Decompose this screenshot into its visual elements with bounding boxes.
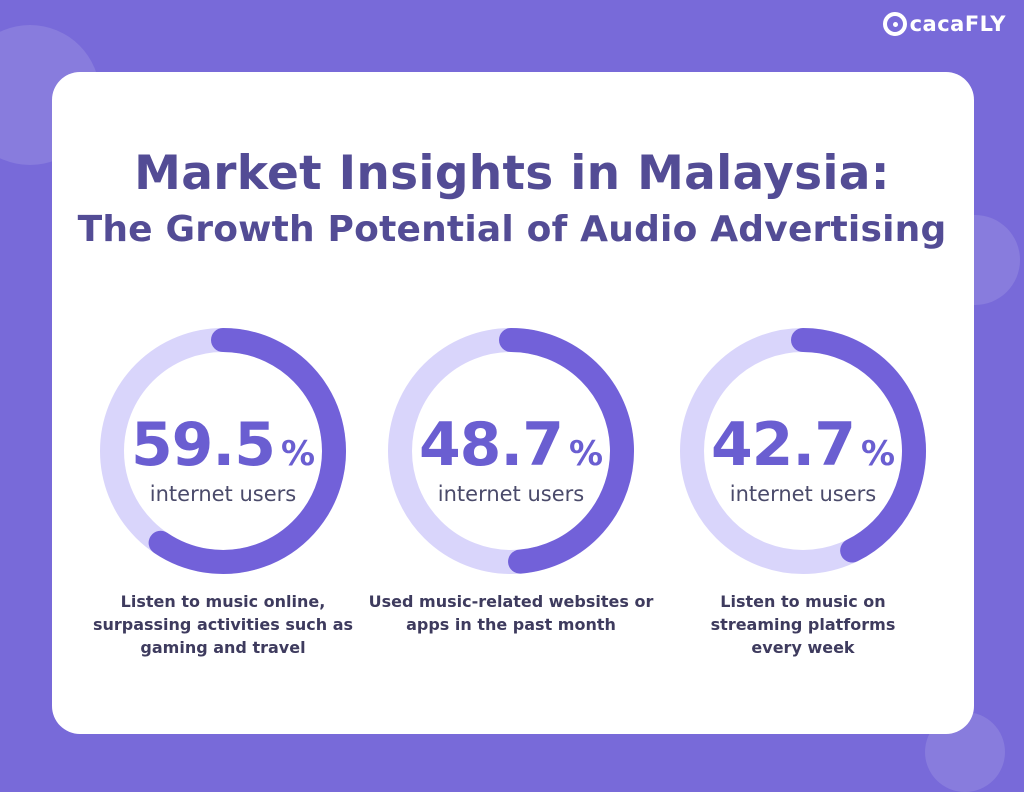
donut-value-arc xyxy=(148,328,346,574)
page-subtitle: The Growth Potential of Audio Advertisin… xyxy=(77,209,947,250)
page-title: Market Insights in Malaysia: xyxy=(134,146,890,201)
donut-value-arc xyxy=(791,328,927,563)
stat-value-row: 48.7% xyxy=(361,410,661,480)
stat-value: 48.7 xyxy=(418,410,564,480)
stat-value-row: 59.5% xyxy=(73,410,373,480)
logo-text: cacaFLY xyxy=(909,12,1006,36)
donut-chart-3 xyxy=(680,328,927,574)
stat-description: Listen to music on streaming platforms e… xyxy=(710,592,896,657)
stat-value-row: 42.7% xyxy=(653,410,953,480)
stat-value: 42.7 xyxy=(710,410,856,480)
stat-unit-label: internet users xyxy=(437,482,585,506)
stat-card-2: 48.7% internet users Used music-related … xyxy=(361,328,661,668)
stat-unit-label: internet users xyxy=(149,482,297,506)
donut-value-arc xyxy=(499,328,634,574)
stat-unit-label: internet users xyxy=(729,482,877,506)
logo-icon xyxy=(882,12,907,36)
stat-card-1: 59.5% internet users Listen to music onl… xyxy=(73,328,373,668)
donut-chart-2 xyxy=(388,328,634,574)
stat-card-3: 42.7% internet users Listen to music on … xyxy=(653,328,953,668)
content-card xyxy=(52,72,974,734)
stat-value: 59.5 xyxy=(130,410,276,480)
stat-description: Used music-related websites or apps in t… xyxy=(368,592,654,634)
percent-symbol: % xyxy=(568,434,604,474)
percent-symbol: % xyxy=(280,434,316,474)
percent-symbol: % xyxy=(860,434,896,474)
brand-logo: cacaFLY xyxy=(882,12,1006,36)
stat-description: Listen to music online, surpassing activ… xyxy=(92,592,354,657)
donut-chart-1 xyxy=(100,328,346,574)
